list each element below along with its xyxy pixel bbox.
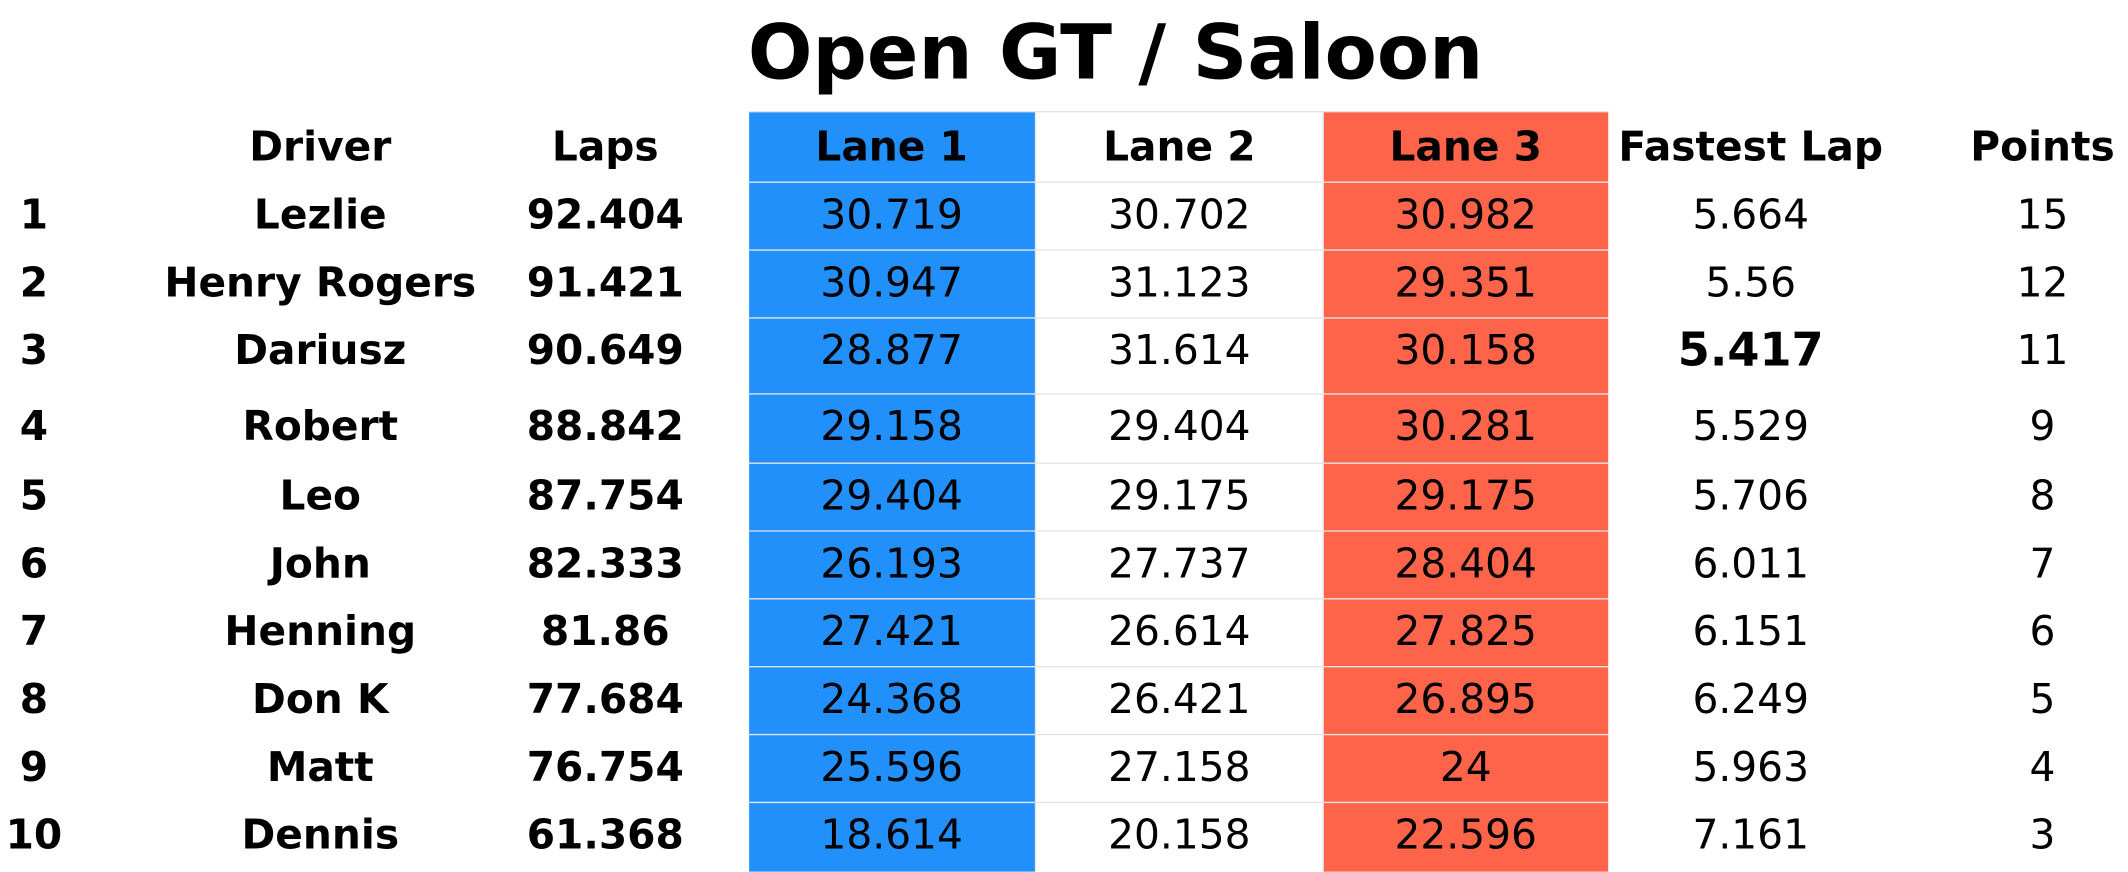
cell: 24.368 [820, 675, 962, 723]
cell: 29.175 [1395, 471, 1537, 519]
driver-name: Henry Rogers [164, 258, 476, 306]
driver-name: Leo [280, 471, 362, 519]
cell: 26.193 [820, 539, 962, 587]
cell: 27.825 [1395, 607, 1537, 655]
driver-name: Dennis [242, 811, 400, 859]
cell: 82.333 [527, 539, 684, 587]
cell: 76.754 [527, 743, 684, 791]
driver-name: Lezlie [254, 191, 387, 239]
position: 1 [20, 191, 48, 239]
cell: 5.963 [1692, 743, 1809, 791]
position: 2 [20, 258, 48, 306]
cell: 4 [2030, 743, 2056, 791]
grid [749, 110, 1609, 872]
cell: 22.596 [1395, 811, 1537, 859]
position: 6 [20, 539, 48, 587]
cell: 30.281 [1395, 402, 1537, 450]
cell: 18.614 [820, 811, 962, 859]
column-header: Lane 1 [815, 123, 967, 171]
cell: 30.947 [820, 258, 962, 306]
driver-name: Dariusz [234, 326, 406, 374]
cell: 20.158 [1108, 811, 1250, 859]
cell: 6.151 [1692, 607, 1809, 655]
lane1-band [749, 111, 1036, 872]
cell: 27.737 [1108, 539, 1250, 587]
cell: 9 [2030, 402, 2056, 450]
position: 4 [20, 402, 48, 450]
position: 3 [20, 326, 48, 374]
position: 8 [20, 675, 48, 723]
cell: 8 [2030, 471, 2056, 519]
cell: 29.158 [820, 402, 962, 450]
position: 5 [20, 471, 48, 519]
column-header: Fastest Lap [1618, 123, 1883, 171]
cell: 5.706 [1692, 471, 1809, 519]
cell: 6.249 [1692, 675, 1809, 723]
cell: 30.702 [1108, 191, 1250, 239]
column-header: Points [1970, 123, 2114, 171]
cell: 27.158 [1108, 743, 1250, 791]
column-header: Lane 2 [1103, 123, 1255, 171]
driver-name: Robert [242, 402, 398, 450]
cell: 3 [2030, 811, 2056, 859]
cell: 6.011 [1692, 539, 1809, 587]
cell: 91.421 [527, 258, 684, 306]
cell: 15 [2017, 191, 2069, 239]
cell: 7 [2030, 539, 2056, 587]
cell: 24 [1440, 743, 1492, 791]
cell: 28.877 [820, 326, 962, 374]
cell: 90.649 [527, 326, 684, 374]
cell: 26.895 [1395, 675, 1537, 723]
cell: 30.982 [1395, 191, 1537, 239]
position: 7 [20, 607, 48, 655]
cell: 5.664 [1692, 191, 1809, 239]
cell: 29.404 [1108, 402, 1250, 450]
cell: 87.754 [527, 471, 684, 519]
table: Driver Laps Lane 1 Lane 2 Lane 3 Fastest Lap P… [6, 123, 2115, 859]
lane3-band [1323, 111, 1609, 872]
cell: 61.368 [527, 811, 684, 859]
column-header: Laps [552, 123, 659, 171]
cell: 12 [2017, 258, 2069, 306]
cell: 5.56 [1705, 258, 1796, 306]
driver-name: Don K [252, 675, 390, 723]
cell: 27.421 [820, 607, 962, 655]
cell: 30.158 [1395, 326, 1537, 374]
cell: 26.421 [1108, 675, 1250, 723]
cell: 25.596 [820, 743, 962, 791]
cell: 7.161 [1692, 811, 1809, 859]
cell: 29.351 [1395, 258, 1537, 306]
cell: 92.404 [527, 191, 684, 239]
cell: 77.684 [527, 675, 684, 723]
cell: 5.529 [1692, 402, 1809, 450]
driver-name: Matt [267, 743, 374, 791]
cell: 26.614 [1108, 607, 1250, 655]
driver-name: John [267, 539, 371, 587]
cell: 11 [2017, 326, 2069, 374]
cell: 28.404 [1395, 539, 1537, 587]
cell: 31.614 [1108, 326, 1250, 374]
column-header: Driver [249, 123, 391, 171]
position: 10 [6, 811, 63, 859]
title: Open GT / Saloon [748, 7, 1483, 96]
column-header: Lane 3 [1389, 123, 1541, 171]
cell: 88.842 [527, 402, 684, 450]
cell: 5.417 [1678, 323, 1824, 377]
cell: 31.123 [1108, 258, 1250, 306]
cell: 30.719 [820, 191, 962, 239]
position: 9 [20, 743, 48, 791]
cell: 81.86 [541, 607, 670, 655]
cell: 29.175 [1108, 471, 1250, 519]
cell: 29.404 [820, 471, 962, 519]
cell: 6 [2030, 607, 2056, 655]
cell: 5 [2030, 675, 2056, 723]
driver-name: Henning [224, 607, 416, 655]
